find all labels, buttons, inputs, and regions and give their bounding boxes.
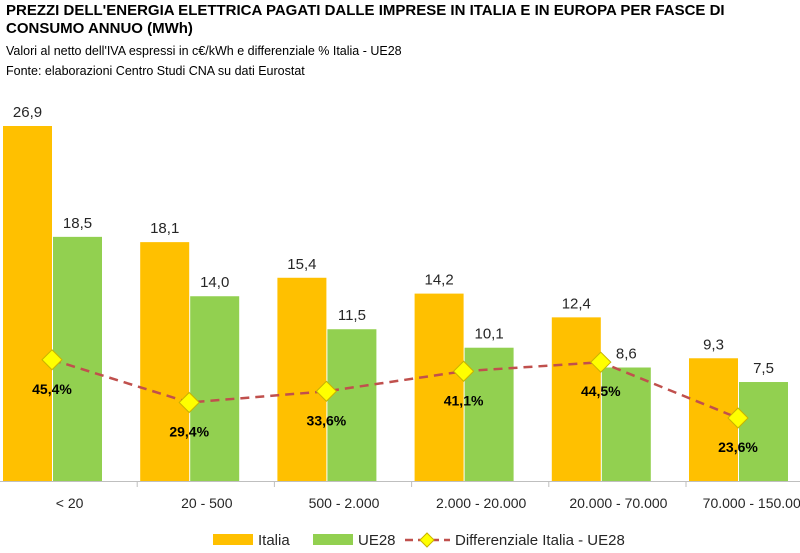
category-label: 70.000 - 150.000 bbox=[703, 495, 800, 511]
chart-title: PREZZI DELL'ENERGIA ELETTRICA PAGATI DAL… bbox=[6, 2, 725, 37]
category-label: < 20 bbox=[56, 495, 84, 511]
marker-differenziale bbox=[452, 360, 475, 382]
data-label-italia: 14,2 bbox=[424, 272, 453, 289]
data-label-italia: 18,1 bbox=[150, 220, 179, 237]
data-label-differenziale: 41,1% bbox=[444, 392, 484, 408]
chart-subtitle: Valori al netto dell'IVA espressi in c€/… bbox=[6, 44, 402, 58]
data-label-differenziale: 44,5% bbox=[581, 383, 621, 399]
marker-differenziale bbox=[590, 351, 612, 373]
bar-ue28 bbox=[464, 347, 514, 481]
data-label-differenziale: 45,4% bbox=[32, 381, 72, 397]
data-label-ue28: 14,0 bbox=[200, 274, 229, 291]
data-label-italia: 12,4 bbox=[562, 295, 591, 312]
data-label-italia: 9,3 bbox=[703, 336, 724, 353]
legend-swatch-ue28 bbox=[313, 534, 353, 545]
bar-ue28 bbox=[601, 367, 651, 481]
data-label-ue28: 8,6 bbox=[616, 346, 637, 363]
data-label-ue28: 10,1 bbox=[474, 326, 503, 343]
data-label-differenziale: 29,4% bbox=[169, 424, 209, 440]
legend-label-ue28: UE28 bbox=[358, 532, 396, 549]
chart-source: Fonte: elaborazioni Centro Studi CNA su … bbox=[6, 64, 305, 78]
data-label-italia: 26,9 bbox=[13, 104, 42, 121]
category-label: 500 - 2.000 bbox=[309, 495, 380, 511]
legend-label-differenziale: Differenziale Italia - UE28 bbox=[455, 532, 625, 549]
bar-ue28 bbox=[327, 329, 377, 481]
data-label-differenziale: 23,6% bbox=[718, 439, 758, 455]
bar-italia bbox=[140, 242, 190, 481]
data-label-ue28: 18,5 bbox=[63, 215, 92, 232]
data-label-ue28: 11,5 bbox=[338, 307, 366, 324]
marker-differenziale bbox=[727, 407, 749, 429]
bar-italia bbox=[414, 293, 464, 481]
category-label: 20 - 500 bbox=[181, 495, 233, 511]
bar-ue28 bbox=[739, 382, 788, 481]
bar-ue28 bbox=[190, 296, 240, 481]
line-differenziale bbox=[51, 358, 739, 420]
legend-label-italia: Italia bbox=[258, 532, 290, 549]
data-label-ue28: 7,5 bbox=[753, 360, 774, 377]
bar-italia bbox=[551, 317, 601, 481]
bar-italia bbox=[277, 277, 327, 481]
data-label-differenziale: 33,6% bbox=[307, 412, 347, 428]
category-label: 2.000 - 20.000 bbox=[436, 495, 527, 511]
marker-differenziale bbox=[178, 391, 200, 414]
data-label-italia: 15,4 bbox=[287, 256, 316, 273]
legend-swatch-italia bbox=[213, 534, 253, 545]
marker-differenziale bbox=[315, 380, 338, 402]
bar-italia bbox=[3, 126, 52, 481]
category-label: 20.000 - 70.000 bbox=[569, 495, 667, 511]
legend-marker-differenziale bbox=[419, 532, 435, 548]
marker-differenziale bbox=[41, 349, 63, 371]
